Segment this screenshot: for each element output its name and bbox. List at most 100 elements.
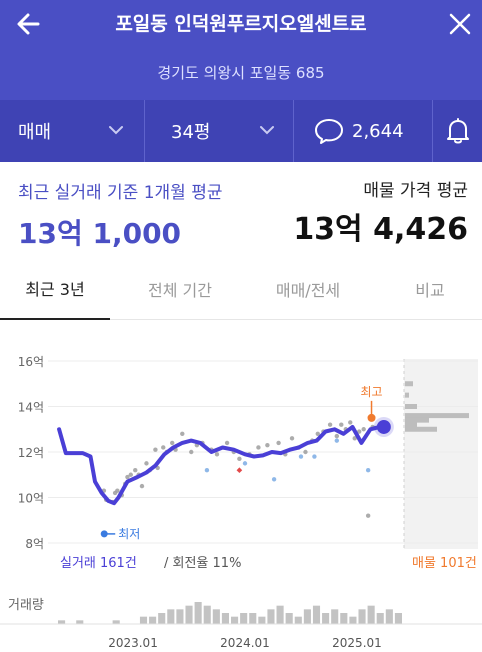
grid-lines <box>48 360 478 544</box>
volume-bar <box>149 616 157 624</box>
volume-bar <box>167 609 175 624</box>
close-icon <box>449 13 471 35</box>
close-button[interactable] <box>444 8 476 40</box>
y-axis-labels: 16억 14억 12억 10억 8억 <box>18 355 44 551</box>
volume-bar <box>258 616 266 624</box>
turnover-label: / 회전율 11% <box>164 556 241 571</box>
arrow-left-icon <box>17 13 40 35</box>
chevron-down-icon <box>109 126 123 135</box>
volume-bar <box>194 602 202 624</box>
trade-point <box>237 456 242 462</box>
comments-button[interactable]: 2,644 <box>294 100 432 162</box>
trade-point <box>303 449 308 455</box>
volume-bar <box>58 620 66 624</box>
trade-point <box>214 452 220 457</box>
volume-bar <box>349 616 357 624</box>
trade-point <box>180 431 185 436</box>
trade-point <box>265 442 270 448</box>
bell-icon <box>446 118 469 144</box>
volume-label: 거래량 <box>8 598 44 613</box>
area-value: 34평 <box>171 122 211 143</box>
volume-bar <box>176 609 184 624</box>
volume-bar <box>331 609 339 624</box>
area-select[interactable]: 34평 <box>145 100 293 162</box>
x-tick-label: 2023.01 <box>108 636 158 650</box>
speech-bubble-icon <box>315 119 343 144</box>
asking-price-value: 13억 4,426 <box>293 212 468 247</box>
x-axis-labels: 2023.01 2024.01 2025.01 <box>108 636 382 650</box>
trade-point <box>339 422 344 427</box>
volume-bar <box>231 616 239 624</box>
high-label: 최고 <box>360 385 382 399</box>
listing-histogram-bar <box>405 392 409 398</box>
listing-histogram-bar <box>405 422 417 428</box>
tab-all-period[interactable]: 전체 기간 <box>120 258 240 320</box>
y-tick-label: 16억 <box>18 355 44 369</box>
trade-point-light <box>334 438 340 443</box>
volume-bar <box>203 605 211 624</box>
trade-point <box>365 513 371 518</box>
trade-point <box>125 474 130 480</box>
trade-point <box>276 440 281 446</box>
tab-label: 비교 <box>415 281 445 300</box>
filter-divider <box>293 100 294 162</box>
trade-point <box>289 436 295 441</box>
tab-trade-lease[interactable]: 매매/전세 <box>248 258 368 320</box>
volume-bar <box>285 613 293 624</box>
tab-label: 최근 3년 <box>25 280 85 299</box>
trade-point <box>115 488 120 493</box>
listing-histogram-bar <box>405 404 417 409</box>
recent-trade-value: 13억 1,000 <box>18 217 182 250</box>
y-tick-label: 10억 <box>18 492 44 506</box>
trade-point-outlier <box>236 467 243 474</box>
y-tick-label: 12억 <box>18 446 44 460</box>
trade-point-light <box>298 454 304 459</box>
trade-count-label: 실거래 161건 <box>60 556 137 571</box>
trade-point-light <box>242 461 248 466</box>
filter-bar: 매매 34평 2,644 <box>0 100 482 162</box>
volume-bar <box>221 613 229 624</box>
volume-bar <box>358 609 366 624</box>
volume-bar <box>294 616 302 624</box>
y-tick-label: 8억 <box>25 537 44 551</box>
x-tick-label: 2025.01 <box>332 636 382 650</box>
volume-bars <box>58 602 402 624</box>
current-price-marker <box>376 419 391 434</box>
volume-bar <box>376 613 384 624</box>
trade-point <box>357 429 362 434</box>
trade-point-light <box>312 454 317 459</box>
listing-histogram-bar <box>405 381 413 387</box>
apartment-title: 포일동 인덕원푸르지오엘센트로 <box>115 13 367 35</box>
asking-price-label: 매물 가격 평균 <box>363 181 468 201</box>
filter-divider <box>432 100 433 162</box>
trade-point <box>334 433 340 439</box>
alarm-button[interactable] <box>433 100 482 162</box>
volume-bar <box>139 616 148 624</box>
trade-point <box>348 420 353 425</box>
listing-histogram-bar <box>405 417 429 423</box>
volume-bar <box>240 613 248 624</box>
apartment-address: 경기도 의왕시 포일동 685 <box>157 64 325 82</box>
volume-bar <box>340 613 348 624</box>
trade-point-light <box>365 468 371 473</box>
deal-type-select[interactable]: 매매 <box>0 100 144 162</box>
volume-bar <box>322 613 330 624</box>
trade-point <box>153 447 158 452</box>
y-tick-label: 14억 <box>18 401 44 415</box>
tab-label: 전체 기간 <box>148 281 212 300</box>
tab-recent-3y[interactable]: 최근 3년 <box>0 258 110 320</box>
volume-bar <box>267 609 275 624</box>
tab-compare[interactable]: 비교 <box>380 258 480 320</box>
trade-trend-line <box>57 425 386 506</box>
listing-histogram <box>405 381 469 432</box>
trade-point <box>139 483 145 489</box>
trade-point <box>327 422 333 427</box>
volume-bar <box>385 609 393 624</box>
x-tick-label: 2024.01 <box>220 636 270 650</box>
recent-trade-label: 최근 실거래 기준 1개월 평균 <box>18 183 223 203</box>
period-tabs: 최근 3년 전체 기간 매매/전세 비교 <box>0 258 482 320</box>
volume-bar <box>158 613 166 624</box>
back-button[interactable] <box>14 8 46 40</box>
